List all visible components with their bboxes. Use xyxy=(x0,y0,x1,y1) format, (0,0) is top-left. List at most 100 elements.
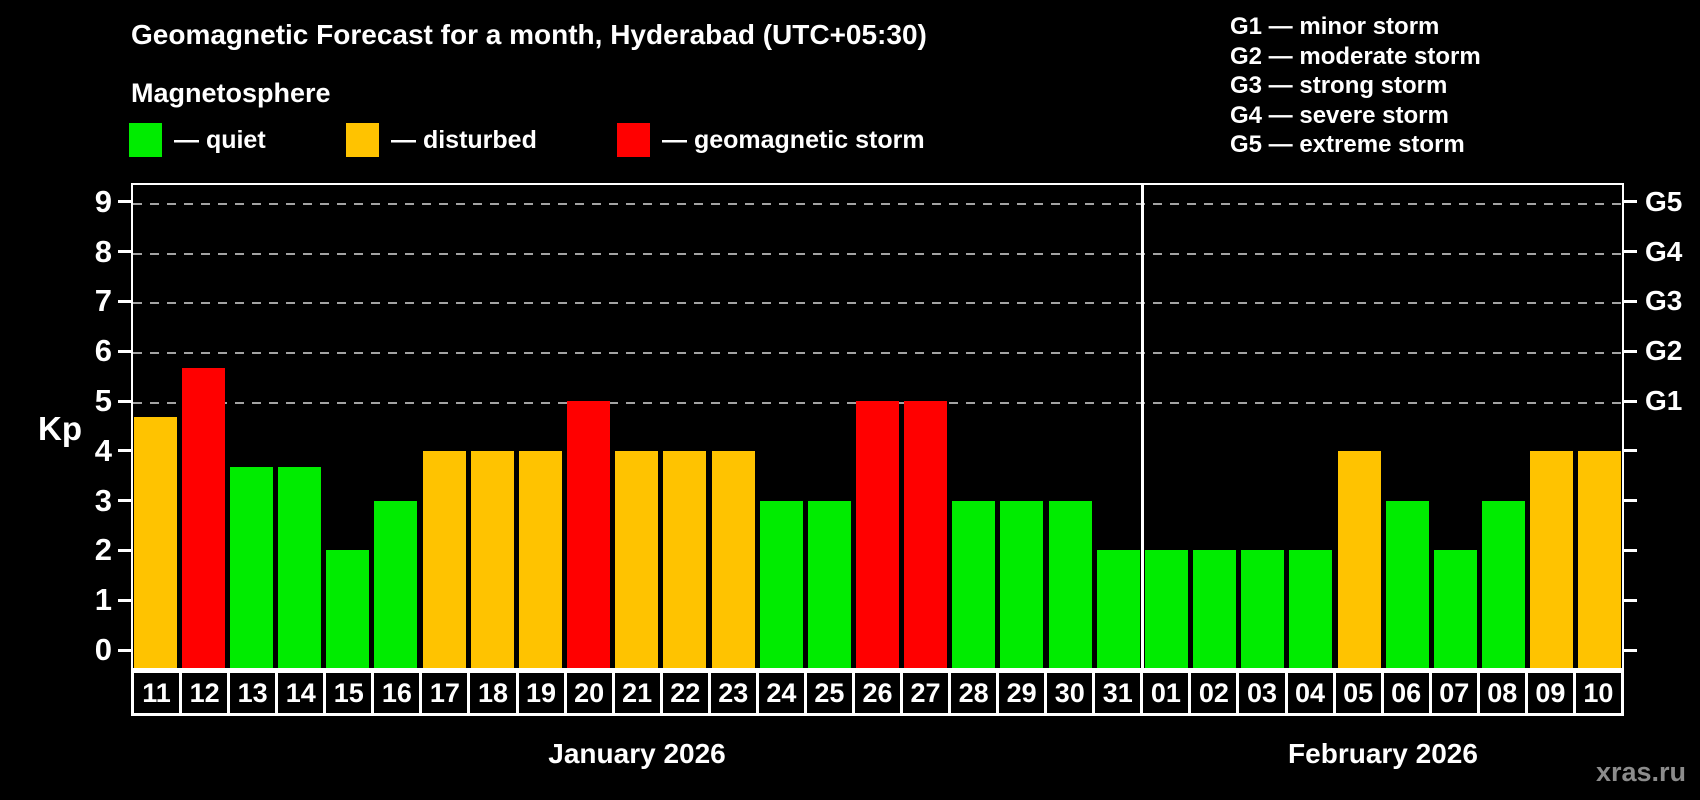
x-axis-date-row: 11 12 13 14 15 16 17 18 19 20 21 22 23 24 25 26 27 28 29 30… xyxy=(131,670,1624,716)
bar-day-06 xyxy=(1385,500,1429,668)
bar-day-05 xyxy=(1337,450,1381,668)
y-axis-title: Kp xyxy=(38,410,82,447)
y-axis-tick-left-8 xyxy=(118,250,131,254)
y-tick-label-3: 3 xyxy=(94,482,112,518)
legend-label-quiet: — quiet xyxy=(174,125,266,154)
y-axis-tick-left-6 xyxy=(118,349,131,353)
bar-day-22 xyxy=(663,450,707,668)
date-cell-07: 07 xyxy=(1428,670,1480,716)
y-axis-tick-right-6 xyxy=(1624,349,1637,353)
y-axis-tick-left-5 xyxy=(118,399,131,403)
magnetosphere-subtitle: Magnetosphere xyxy=(131,78,331,108)
y-axis-tick-right-2 xyxy=(1624,548,1637,552)
date-cell-17: 17 xyxy=(419,670,471,716)
y-axis-tick-left-7 xyxy=(118,299,131,303)
y-axis-tick-right-4 xyxy=(1624,449,1637,453)
date-cell-02: 02 xyxy=(1188,670,1240,716)
bar-day-08 xyxy=(1482,500,1526,668)
bar-day-07 xyxy=(1433,550,1477,668)
bar-day-01 xyxy=(1144,550,1188,668)
date-cell-04: 04 xyxy=(1284,670,1336,716)
date-cell-13: 13 xyxy=(227,670,279,716)
legend-item-quiet: — quiet xyxy=(129,123,266,157)
bar-day-17 xyxy=(422,450,466,668)
date-cell-06: 06 xyxy=(1380,670,1432,716)
y-axis-tick-right-3 xyxy=(1624,499,1637,503)
g-tick-label-g3: G3 xyxy=(1645,285,1683,317)
date-cell-20: 20 xyxy=(563,670,615,716)
plot-area xyxy=(131,183,1624,670)
bar-day-11 xyxy=(133,417,177,668)
bar-day-09 xyxy=(1530,450,1574,668)
date-cell-16: 16 xyxy=(371,670,423,716)
y-axis-tick-right-1 xyxy=(1624,598,1637,602)
bar-day-28 xyxy=(952,500,996,668)
date-cell-15: 15 xyxy=(323,670,375,716)
g-tick-label-g4: G4 xyxy=(1645,235,1683,267)
bar-day-12 xyxy=(181,367,225,668)
legend-item-storm: — geomagnetic storm xyxy=(617,123,925,157)
bar-day-24 xyxy=(759,500,803,668)
bar-day-03 xyxy=(1241,550,1285,668)
g-legend-line-g1: G1 — minor storm xyxy=(1230,13,1440,40)
quiet-color-swatch xyxy=(129,123,162,157)
y-tick-label-1: 1 xyxy=(94,582,112,618)
bar-day-26 xyxy=(856,401,899,668)
date-cell-22: 22 xyxy=(659,670,711,716)
g-tick-label-g2: G2 xyxy=(1645,335,1683,367)
bar-day-27 xyxy=(904,401,948,668)
date-cell-01: 01 xyxy=(1140,670,1192,716)
date-cell-12: 12 xyxy=(179,670,231,716)
y-axis-tick-left-2 xyxy=(118,548,131,552)
date-cell-30: 30 xyxy=(1044,670,1096,716)
bar-day-20 xyxy=(567,401,611,668)
g-tick-label-g5: G5 xyxy=(1645,185,1683,217)
bar-day-19 xyxy=(518,450,562,668)
disturbed-color-swatch xyxy=(346,123,379,157)
gridline-kp6 xyxy=(133,352,1622,355)
date-cell-31: 31 xyxy=(1092,670,1144,716)
date-cell-10: 10 xyxy=(1572,670,1624,716)
y-axis-tick-left-3 xyxy=(118,499,131,503)
date-cell-21: 21 xyxy=(611,670,663,716)
y-axis-tick-left-0 xyxy=(118,648,131,652)
bar-day-14 xyxy=(278,467,322,668)
bar-day-10 xyxy=(1578,450,1622,668)
g-tick-label-g1: G1 xyxy=(1645,385,1683,416)
g-scale-legend: G1 — minor storm G2 — moderate storm G3 … xyxy=(1230,12,1481,160)
bar-day-13 xyxy=(229,467,273,668)
date-cell-14: 14 xyxy=(275,670,327,716)
xras-watermark: xras.ru xyxy=(1595,757,1686,787)
y-tick-label-9: 9 xyxy=(94,183,112,219)
date-cell-24: 24 xyxy=(755,670,807,716)
date-cell-09: 09 xyxy=(1524,670,1576,716)
date-cell-25: 25 xyxy=(803,670,855,716)
month-label-february: February 2026 xyxy=(1288,738,1478,769)
date-cell-08: 08 xyxy=(1476,670,1528,716)
bar-day-29 xyxy=(1000,500,1044,668)
date-cell-19: 19 xyxy=(515,670,567,716)
page-title: Geomagnetic Forecast for a month, Hydera… xyxy=(131,19,927,50)
bar-day-04 xyxy=(1289,550,1333,668)
gridline-kp9 xyxy=(133,202,1622,205)
storm-color-swatch xyxy=(617,123,650,157)
y-axis-tick-right-7 xyxy=(1624,299,1637,303)
legend-label-disturbed: — disturbed xyxy=(391,125,537,154)
date-cell-03: 03 xyxy=(1236,670,1288,716)
g-legend-line-g2: G2 — moderate storm xyxy=(1230,42,1481,70)
month-label-january: January 2026 xyxy=(548,738,726,769)
date-cell-26: 26 xyxy=(851,670,903,716)
y-axis-tick-left-4 xyxy=(118,449,131,453)
y-tick-label-4: 4 xyxy=(94,432,112,468)
y-axis-tick-right-9 xyxy=(1624,200,1637,204)
date-cell-18: 18 xyxy=(467,670,519,716)
y-tick-label-2: 2 xyxy=(94,532,112,568)
date-cell-11: 11 xyxy=(131,670,183,716)
date-cell-27: 27 xyxy=(900,670,952,716)
bar-day-15 xyxy=(326,550,370,668)
y-axis-tick-right-0 xyxy=(1624,648,1637,652)
y-tick-label-7: 7 xyxy=(94,283,112,319)
legend-item-disturbed: — disturbed xyxy=(346,123,537,157)
bar-day-16 xyxy=(374,500,418,668)
